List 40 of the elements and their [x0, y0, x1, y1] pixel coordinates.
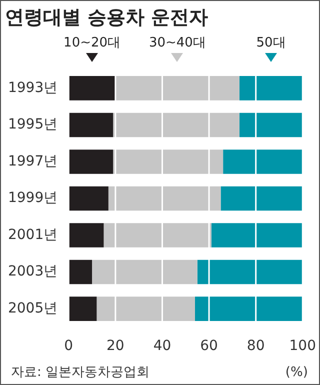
bar [211, 223, 303, 248]
series-label: 10~20대 [64, 36, 121, 51]
bar [197, 260, 303, 284]
chart-title: 연령대별 승용차 운전자 [5, 6, 208, 28]
bar [104, 223, 212, 248]
bar [108, 186, 221, 211]
y-tick-label: 2001년 [8, 226, 58, 243]
y-tick-label: 2005년 [8, 300, 58, 316]
bar [113, 150, 224, 174]
series-label: 50대 [256, 36, 286, 51]
x-tick-label: 60 [200, 338, 218, 354]
y-tick-label: 1993년 [8, 80, 58, 96]
bar [68, 76, 116, 100]
bar [68, 112, 114, 138]
bar [96, 296, 195, 321]
y-tick-label: 1995년 [8, 116, 58, 133]
text: 자료: 일본자동차공업회 [11, 365, 150, 380]
x-axis-title: (%) [285, 365, 308, 380]
x-tick-label: 80 [246, 338, 265, 354]
y-tick-label: 1999년 [8, 190, 58, 206]
series-label: 30~40대 [148, 36, 206, 51]
bar [68, 186, 108, 211]
bar [68, 150, 114, 174]
bar [239, 112, 303, 138]
bar [113, 112, 240, 138]
bar [115, 76, 240, 100]
bar [92, 260, 198, 284]
bar [194, 296, 303, 321]
bar [68, 223, 104, 248]
bar [68, 260, 92, 284]
x-tick-label: 0 [64, 338, 74, 354]
bar [223, 150, 303, 174]
x-tick-label: 40 [153, 338, 172, 354]
x-tick-label: 100 [289, 338, 316, 354]
bar [68, 296, 97, 321]
bar [220, 186, 303, 211]
y-tick-label: 1997년 [8, 153, 58, 170]
x-tick-label: 20 [106, 338, 124, 354]
bar [239, 76, 303, 100]
y-tick-label: 2003년 [8, 264, 58, 280]
